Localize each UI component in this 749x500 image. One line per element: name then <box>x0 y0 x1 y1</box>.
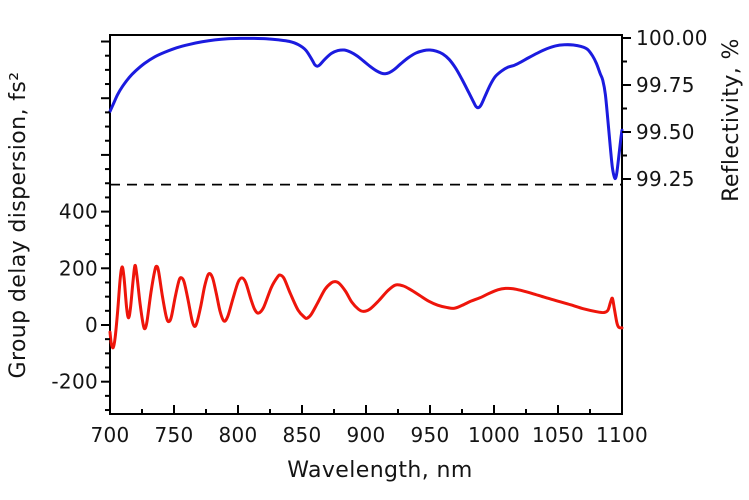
x-tick-label: 1000 <box>468 423 520 447</box>
reflectivity-curve <box>108 36 624 181</box>
left-y-tick-label: -200 <box>51 370 98 394</box>
data-series <box>108 36 624 350</box>
x-axis-title: Wavelength, nm <box>287 458 472 483</box>
axes-frame <box>109 34 623 415</box>
right-y-tick-label: 99.50 <box>636 120 695 144</box>
x-tick-label: 900 <box>346 423 385 447</box>
x-tick-label: 850 <box>282 423 321 447</box>
right-y-axis-title: Reflectivity, % <box>719 38 744 202</box>
left-y-tick-label: 400 <box>59 200 98 224</box>
left-y-axis-title: Group delay dispersion, fs² <box>6 72 31 379</box>
group-delay-dispersion-curve <box>108 263 624 350</box>
plot-frame <box>109 34 623 415</box>
right-y-tick-label: 100.00 <box>636 26 708 50</box>
left-y-axis-tick-labels: 400 200 0 -200 <box>51 200 98 394</box>
right-y-axis-ticks <box>622 37 631 181</box>
left-y-axis-ticks <box>101 40 110 412</box>
x-axis-tick-labels: 700 750 800 850 900 950 1000 1050 1100 <box>90 423 648 447</box>
x-tick-label: 950 <box>410 423 449 447</box>
left-y-tick-label: 200 <box>59 256 98 280</box>
left-y-tick-label: 0 <box>85 313 98 337</box>
right-y-axis-tick-labels: 100.00 99.75 99.50 99.25 <box>636 26 708 191</box>
x-tick-label: 800 <box>218 423 257 447</box>
x-tick-label: 1050 <box>532 423 584 447</box>
x-tick-label: 1100 <box>596 423 648 447</box>
x-axis-ticks <box>109 405 623 414</box>
right-y-tick-label: 99.75 <box>636 73 695 97</box>
x-tick-label: 700 <box>90 423 129 447</box>
x-tick-label: 750 <box>154 423 193 447</box>
right-y-tick-label: 99.25 <box>636 167 695 191</box>
